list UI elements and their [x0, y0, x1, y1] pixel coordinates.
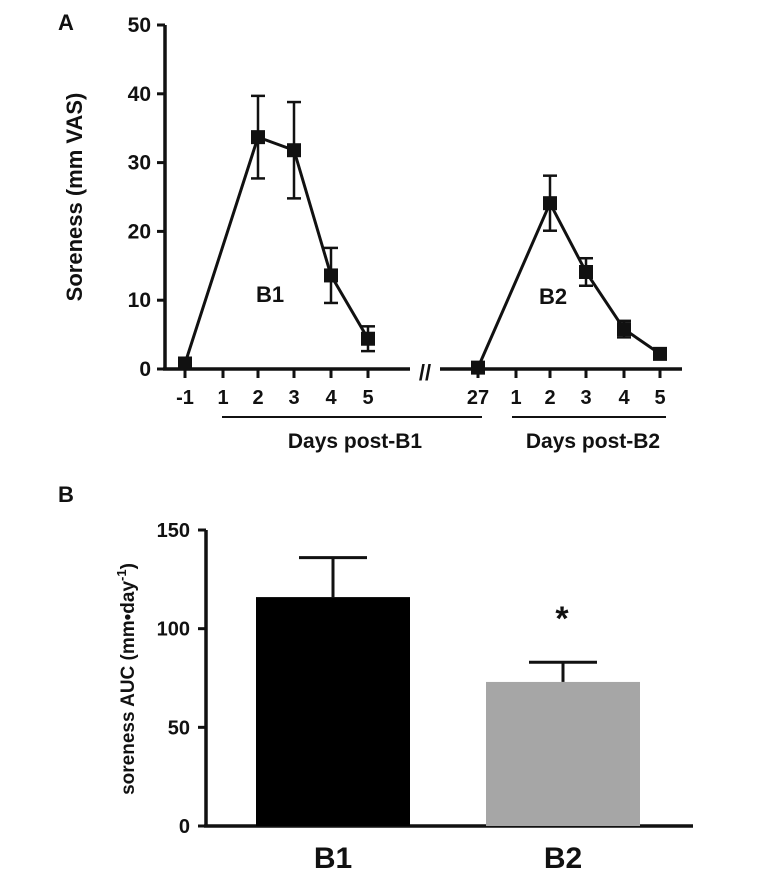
bar-b1	[256, 597, 410, 826]
data-point-b2-2	[579, 264, 593, 279]
panel-b-bars: B1 B2	[256, 556, 640, 875]
data-point-b2-4	[653, 346, 667, 361]
panel-b-label: B	[58, 482, 74, 507]
panel-a-group-label-b2: Days post-B2	[526, 430, 660, 453]
panel-b-ylabel-close: )	[118, 563, 139, 569]
y-tick-label-0: 0	[139, 358, 151, 381]
panel-a-group-label-b1: Days post-B1	[288, 430, 423, 453]
x-tick-label-0: -1	[176, 387, 194, 409]
x-tick-label-5: 5	[362, 387, 373, 409]
x-tick-label-10: 4	[618, 387, 630, 409]
x-tick-label-3: 3	[288, 387, 299, 409]
panel-a-y-ticks: 0 10 20 30 40 50	[128, 14, 165, 381]
x-tick-label-1: 1	[217, 387, 228, 409]
y-tick-label-30: 30	[128, 152, 151, 175]
x-tick-label-6: 27	[467, 387, 489, 409]
panel-a-axis-break: //	[419, 360, 431, 385]
panel-a-y-axis-label: Soreness (mm VAS)	[62, 93, 87, 302]
bar-b2	[486, 681, 640, 826]
panel-b-ylabel-main: soreness AUC (mm•day	[118, 581, 139, 795]
panel-b-ylabel-superscript: -1	[114, 569, 129, 581]
data-point-b2-1	[543, 196, 557, 211]
bar-y-tick-label-150: 150	[157, 520, 190, 542]
data-point-b2-0	[471, 360, 485, 375]
y-tick-label-10: 10	[128, 289, 151, 312]
panel-a-label: A	[58, 10, 74, 35]
panel-b-y-axis-label: soreness AUC (mm•day-1)	[114, 563, 139, 795]
bar-category-label-b2: B2	[544, 842, 582, 875]
bar-category-label-b1: B1	[314, 842, 352, 875]
x-tick-label-4: 4	[325, 387, 337, 409]
y-tick-label-50: 50	[128, 14, 151, 37]
series-line-b2	[476, 199, 661, 369]
data-point-b1-2	[287, 143, 301, 158]
data-point-b1-4	[361, 331, 375, 346]
series-label-b1: B1	[256, 282, 284, 307]
x-tick-label-8: 2	[544, 387, 555, 409]
data-point-b1-0	[178, 356, 192, 371]
panel-b-y-ticks: 0 50 100 150	[157, 520, 206, 838]
x-tick-label-7: 1	[510, 387, 521, 409]
x-tick-label-11: 5	[654, 387, 665, 409]
y-tick-label-20: 20	[128, 220, 151, 243]
panel-a-line-chart: // 0 10 20 30 40 50 -1 1 2 3 4 5 27 1 2 3 4 5 Soreness (…	[62, 14, 682, 453]
panel-a-x-ticks: -1 1 2 3 4 5 27 1 2 3 4 5	[176, 369, 666, 409]
bar-y-tick-label-100: 100	[157, 619, 190, 641]
data-point-b1-3	[324, 268, 338, 283]
significance-asterisk: *	[555, 600, 569, 638]
data-point-b1-1	[251, 130, 265, 145]
series-line-b1	[183, 135, 370, 364]
bar-y-tick-label-0: 0	[179, 816, 190, 838]
x-tick-label-9: 3	[580, 387, 591, 409]
panel-b-bar-chart: 0 50 100 150 B1 B2 soreness AUC (mm•day-1) *	[114, 520, 693, 875]
series-label-b2: B2	[539, 284, 567, 309]
x-tick-label-2: 2	[252, 387, 263, 409]
data-point-b2-3	[617, 322, 631, 337]
y-tick-label-40: 40	[128, 83, 151, 106]
bar-y-tick-label-50: 50	[168, 717, 190, 739]
panel-a-series	[178, 94, 667, 375]
